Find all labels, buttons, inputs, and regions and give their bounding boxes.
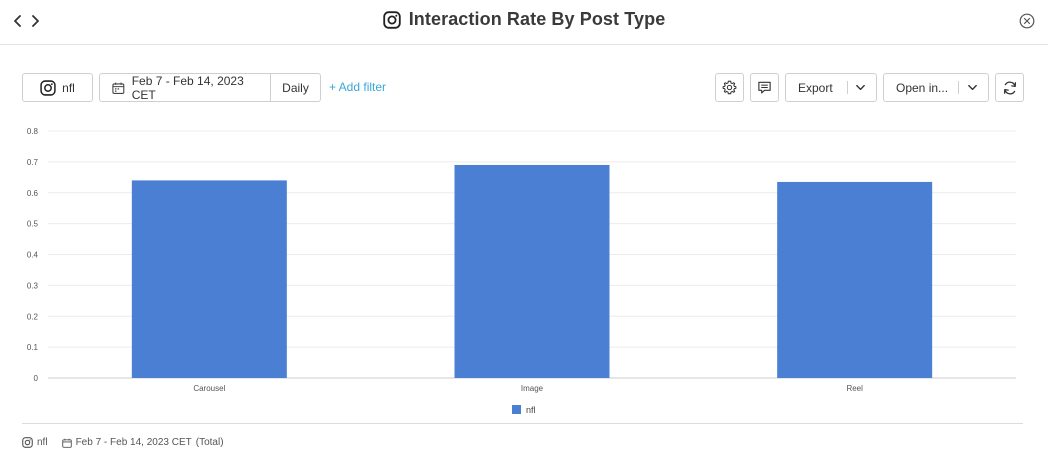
chevron-down-icon[interactable]	[967, 82, 978, 93]
refresh-icon	[1003, 81, 1016, 94]
footer-total-label: (Total)	[195, 437, 224, 448]
split-divider	[847, 81, 848, 94]
page-title: Interaction Rate By Post Type	[408, 9, 666, 29]
y-tick-label: 0.1	[27, 343, 39, 352]
chevron-right-icon	[32, 15, 39, 27]
y-tick-label: 0.7	[27, 158, 39, 167]
bar-reel[interactable]	[777, 181, 933, 378]
y-tick-label: 0.4	[27, 251, 39, 260]
chevron-down-icon[interactable]	[855, 82, 866, 93]
chevron-left-icon	[14, 15, 21, 27]
gear-icon	[722, 80, 737, 95]
y-tick-label: 0	[34, 374, 39, 383]
refresh-button[interactable]	[995, 73, 1024, 102]
instagram-icon	[382, 10, 401, 29]
granularity-label: Daily	[282, 80, 309, 95]
x-tick-label: Image	[521, 384, 544, 393]
split-divider	[958, 81, 959, 94]
settings-button[interactable]	[715, 73, 744, 102]
open-in-button[interactable]: Open in...	[883, 73, 989, 102]
bar-carousel[interactable]	[131, 180, 287, 378]
modal-header: Interaction Rate By Post Type	[0, 0, 1048, 45]
y-tick-label: 0.5	[27, 220, 39, 229]
annotations-button[interactable]	[750, 73, 779, 102]
instagram-icon	[22, 437, 33, 448]
calendar-icon	[112, 82, 125, 94]
bar-chart: 0 0.1 0.2 0.3 0.4 0.5 0.6 0.7 0.8 Carousel Image Re…	[27, 127, 1016, 415]
y-tick-label: 0.6	[27, 189, 39, 198]
add-filter-link[interactable]: + Add filter	[329, 80, 387, 94]
open-in-label: Open in...	[896, 80, 949, 95]
x-tick-label: Carousel	[193, 384, 225, 393]
instagram-icon	[40, 79, 56, 96]
calendar-icon	[61, 438, 72, 448]
title-group: Interaction Rate By Post Type	[0, 9, 1048, 30]
y-tick-label: 0.2	[27, 312, 39, 321]
account-selector-button[interactable]: nfl	[22, 73, 93, 102]
legend-swatch	[512, 405, 521, 414]
y-tick-label: 0.3	[27, 281, 39, 290]
close-button[interactable]	[1019, 13, 1035, 29]
account-label: nfl	[62, 80, 75, 95]
footer-date-label: Feb 7 - Feb 14, 2023 CET	[75, 437, 192, 448]
footer-account: nfl	[22, 437, 48, 448]
y-tick-label: 0.8	[27, 127, 39, 136]
forward-button[interactable]	[27, 12, 43, 30]
export-button[interactable]: Export	[785, 73, 877, 102]
x-tick-label: Reel	[846, 384, 863, 393]
legend-label[interactable]: nfl	[526, 405, 536, 415]
back-button[interactable]	[10, 12, 26, 30]
export-label: Export	[798, 80, 833, 95]
footer-divider	[22, 423, 1023, 424]
close-circle-icon	[1019, 13, 1035, 29]
date-range-picker[interactable]: Feb 7 - Feb 14, 2023 CET	[100, 74, 270, 101]
date-range-label: Feb 7 - Feb 14, 2023 CET	[131, 73, 244, 102]
bar-image[interactable]	[454, 164, 610, 378]
date-range-group: Feb 7 - Feb 14, 2023 CET Daily	[99, 73, 321, 102]
comment-icon	[758, 81, 771, 94]
footer-date: Feb 7 - Feb 14, 2023 CET (Total)	[61, 437, 224, 448]
footer-account-label: nfl	[37, 437, 48, 448]
granularity-button[interactable]: Daily	[270, 74, 320, 101]
chart-footer: nfl Feb 7 - Feb 14, 2023 CET (Total)	[22, 437, 224, 448]
